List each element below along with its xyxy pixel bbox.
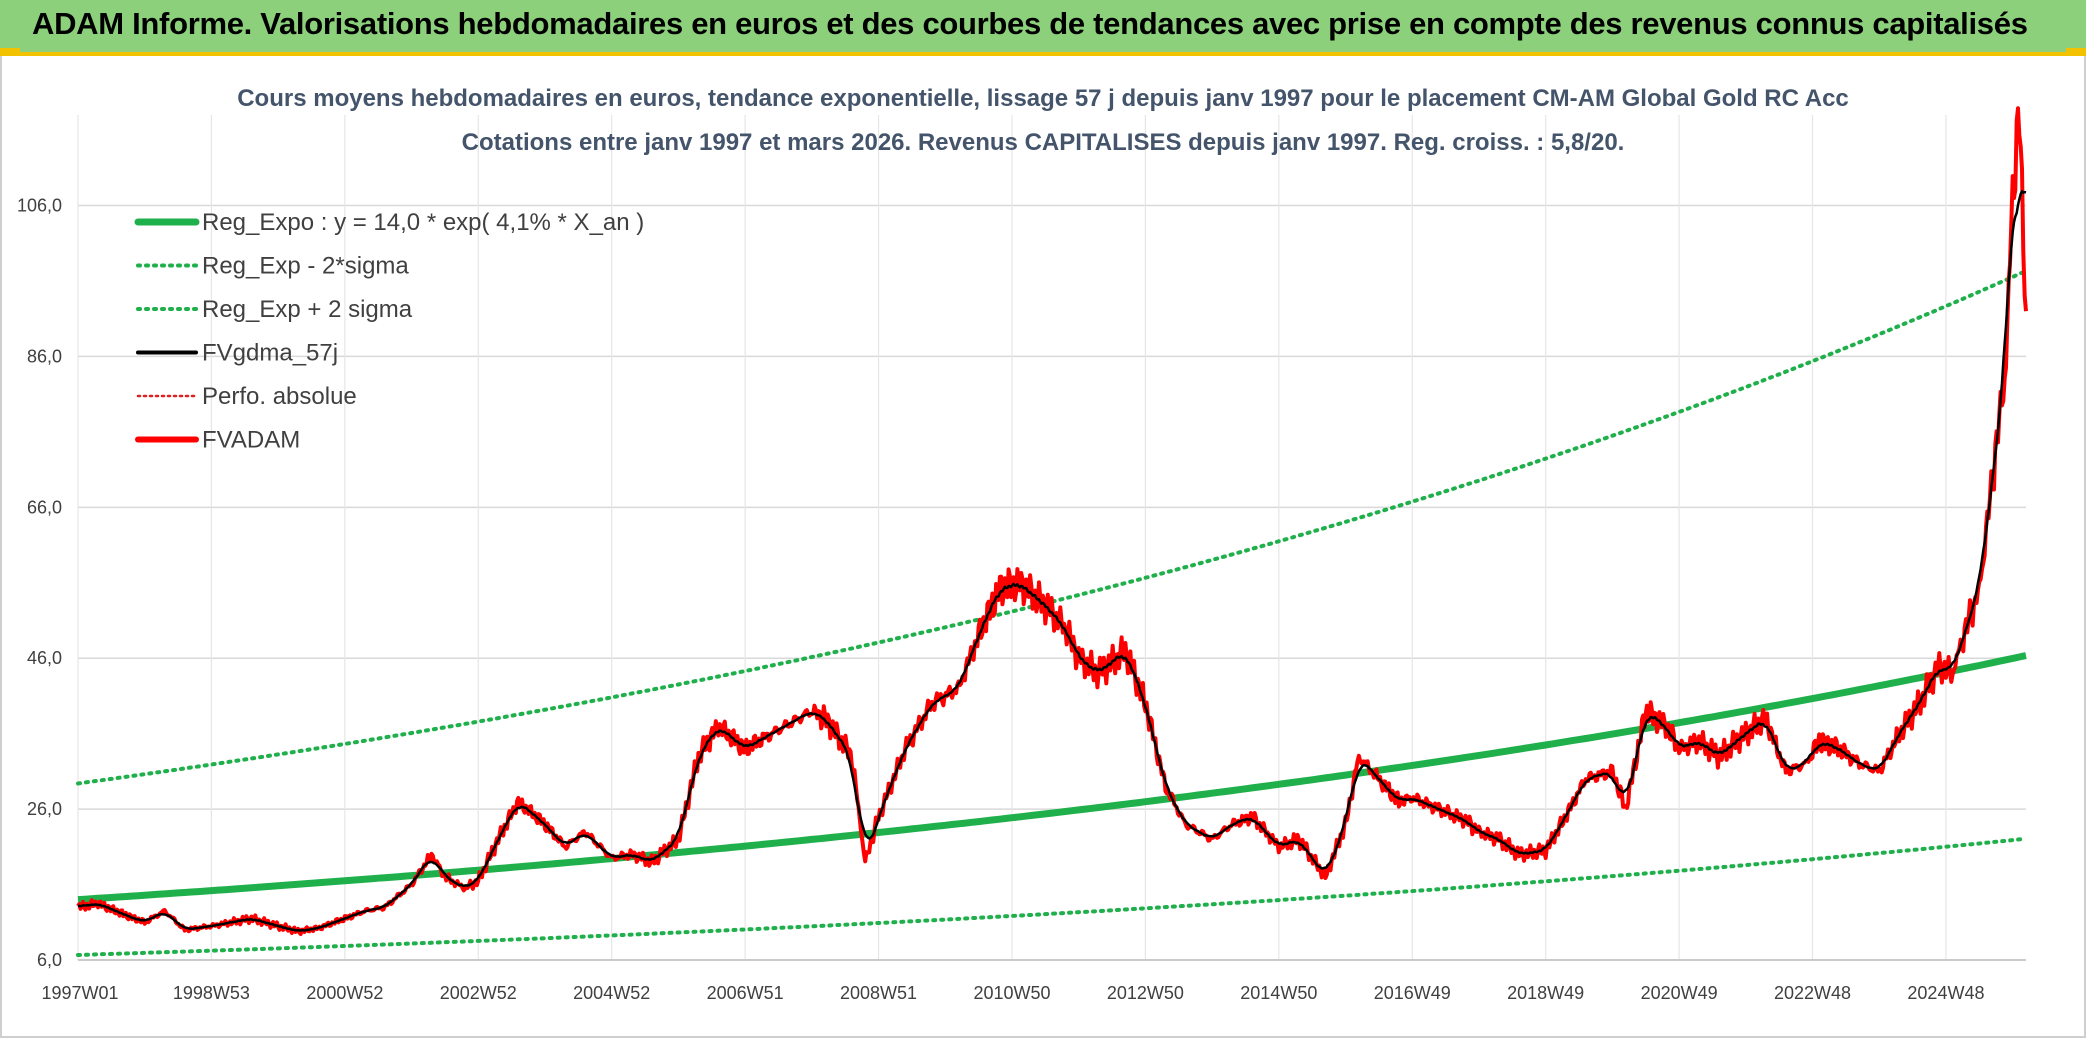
grid — [77, 115, 2026, 961]
legend-label: Reg_Exp + 2 sigma — [202, 296, 413, 323]
chart-title-line-2: Cotations entre janv 1997 et mars 2026. … — [462, 129, 1625, 156]
series-reg-exp-plus-2-sigma — [76, 268, 2028, 786]
legend-reg-exp-minus: Reg_Exp - 2*sigma — [136, 253, 409, 280]
legend-fvadam: FVADAM — [135, 427, 300, 454]
legend-fvgdma: FVgdma_57j — [136, 340, 338, 367]
x-axis-tick-labels: 1997W01 1998W53 2000W52 2002W52 2004W52 2006W… — [41, 983, 1984, 1003]
x-tick-label: 2024W48 — [1907, 983, 1984, 1003]
series-reg-exp-minus-2-sigma — [76, 836, 2028, 957]
y-tick-label: 26,0 — [27, 799, 62, 819]
report-banner: ADAM Informe. Valorisations hebdomadaire… — [0, 0, 2086, 56]
x-tick-label: 2022W48 — [1774, 983, 1851, 1003]
legend-reg-exp-plus: Reg_Exp + 2 sigma — [136, 296, 413, 323]
x-tick-label: 2014W50 — [1240, 983, 1317, 1003]
x-tick-label: 2000W52 — [306, 983, 383, 1003]
y-tick-label: 86,0 — [27, 346, 62, 366]
y-tick-label: 46,0 — [27, 648, 62, 668]
x-tick-label: 2004W52 — [573, 983, 650, 1003]
x-tick-label: 1997W01 — [41, 983, 118, 1003]
chart-frame — [0, 56, 2086, 1038]
x-tick-label: 2010W50 — [973, 983, 1050, 1003]
x-tick-label: 2012W50 — [1107, 983, 1184, 1003]
series-reg-expo — [77, 652, 2027, 904]
series-fvgdma-57j — [77, 189, 2027, 932]
legend: Reg_Expo : y = 14,0 * exp( 4,1% * X_an )… — [134, 209, 644, 454]
x-tick-label: 2006W51 — [707, 983, 784, 1003]
x-tick-label: 1998W53 — [173, 983, 250, 1003]
x-tick-label: 2020W49 — [1641, 983, 1718, 1003]
series — [76, 106, 2028, 957]
x-tick-label: 2016W49 — [1374, 983, 1451, 1003]
y-tick-label: 66,0 — [27, 497, 62, 517]
x-tick-label: 2002W52 — [440, 983, 517, 1003]
y-tick-label: 106,0 — [17, 196, 62, 216]
y-tick-label: 6,0 — [37, 950, 62, 970]
x-tick-label: 2018W49 — [1507, 983, 1584, 1003]
legend-label: FVADAM — [202, 427, 300, 454]
banner-corner-right — [2066, 48, 2086, 56]
legend-label: Reg_Exp - 2*sigma — [202, 253, 409, 280]
chart-title-line-1: Cours moyens hebdomadaires en euros, ten… — [237, 85, 1849, 112]
report-title: ADAM Informe. Valorisations hebdomadaire… — [32, 6, 2028, 41]
legend-label: Perfo. absolue — [202, 383, 357, 410]
x-tick-label: 2008W51 — [840, 983, 917, 1003]
y-axis-tick-labels: 6,0 26,0 46,0 66,0 86,0 106,0 — [17, 196, 62, 970]
legend-label: Reg_Expo : y = 14,0 * exp( 4,1% * X_an ) — [202, 209, 644, 236]
legend-reg-expo: Reg_Expo : y = 14,0 * exp( 4,1% * X_an ) — [134, 209, 644, 236]
legend-perfo-absolue: Perfo. absolue — [136, 383, 357, 410]
legend-label: FVgdma_57j — [202, 340, 338, 367]
banner-corner-left — [0, 48, 20, 56]
